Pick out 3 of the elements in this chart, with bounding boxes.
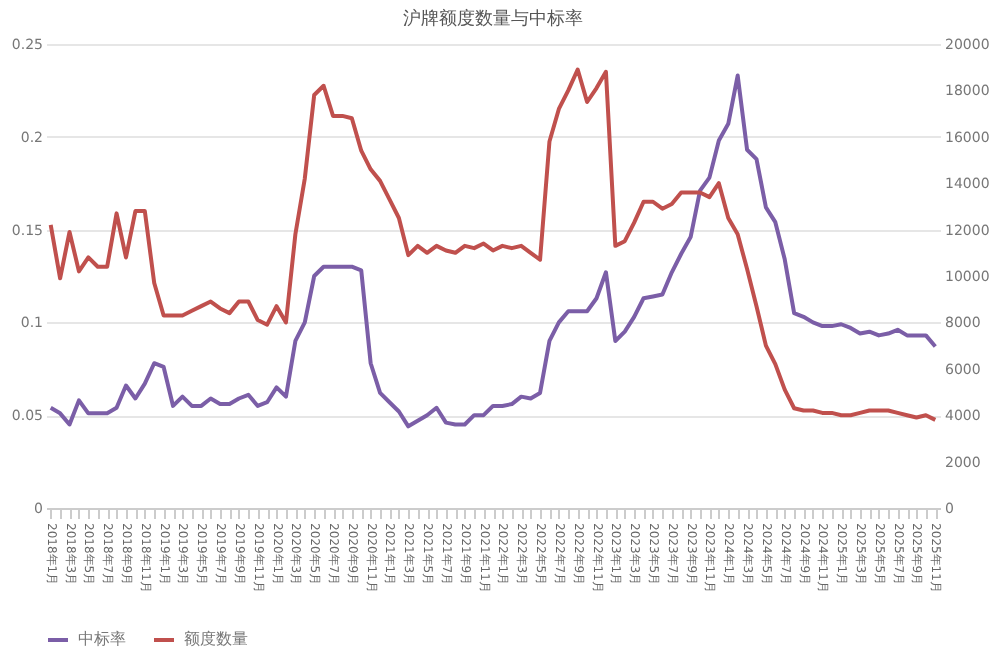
legend-label: 额度数量 [184, 630, 248, 648]
legend-label: 中标率 [78, 630, 126, 648]
chart-title: 沪牌额度数量与中标率 [403, 8, 583, 30]
